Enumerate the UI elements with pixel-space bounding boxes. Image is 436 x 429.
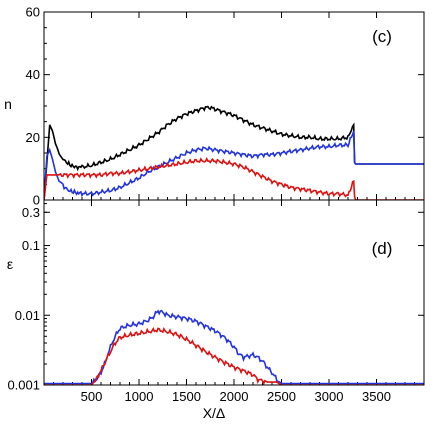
panel-d-frame: [43, 199, 425, 386]
y-tick-label: 0.3: [22, 205, 40, 220]
series-line: [44, 130, 424, 200]
y-tick-label: 20: [26, 130, 40, 145]
panel-d-tag: (d): [372, 239, 393, 258]
panel-d-xtick-labels: 500 1000 1500 2000 2500 3000 3500: [81, 389, 391, 404]
y-tick-label: 40: [26, 67, 40, 82]
panel-c-frame: [43, 11, 425, 201]
panel-c-ytick-labels: 0 20 40 60: [26, 5, 40, 208]
series-line: [44, 309, 424, 385]
y-tick-label: 0.001: [7, 378, 40, 393]
x-tick-label: 1500: [172, 389, 201, 404]
panel-d-emittance: 0.001 0.01 0.1 0.3 500 1000 1500 2000 2500 3000 3…: [7, 199, 425, 421]
panel-c-density: 0 20 40 60 (c) n: [4, 5, 425, 208]
panel-d-ylabel: ε: [7, 256, 13, 272]
panel-c-tag: (c): [372, 27, 392, 46]
panel-d-series: [44, 309, 424, 385]
panel-d-xlabel: X/Δ: [203, 405, 226, 421]
series-line: [44, 326, 424, 385]
panel-c-ticks: [44, 11, 424, 201]
x-tick-label: 1000: [125, 389, 154, 404]
y-tick-label: 0: [33, 193, 40, 208]
x-tick-label: 2000: [220, 389, 249, 404]
y-tick-label: 0.1: [22, 238, 40, 253]
panel-c-series: [44, 105, 424, 200]
y-tick-label: 0.01: [15, 308, 40, 323]
x-tick-label: 3500: [362, 389, 391, 404]
x-tick-label: 3000: [315, 389, 344, 404]
panel-d-ticks: [44, 200, 424, 386]
x-tick-label: 500: [81, 389, 103, 404]
y-tick-label: 60: [26, 5, 40, 20]
panel-d-ytick-labels: 0.001 0.01 0.1 0.3: [7, 205, 40, 393]
panel-c-ylabel: n: [4, 96, 12, 112]
series-line: [44, 156, 424, 200]
x-tick-label: 2500: [267, 389, 296, 404]
